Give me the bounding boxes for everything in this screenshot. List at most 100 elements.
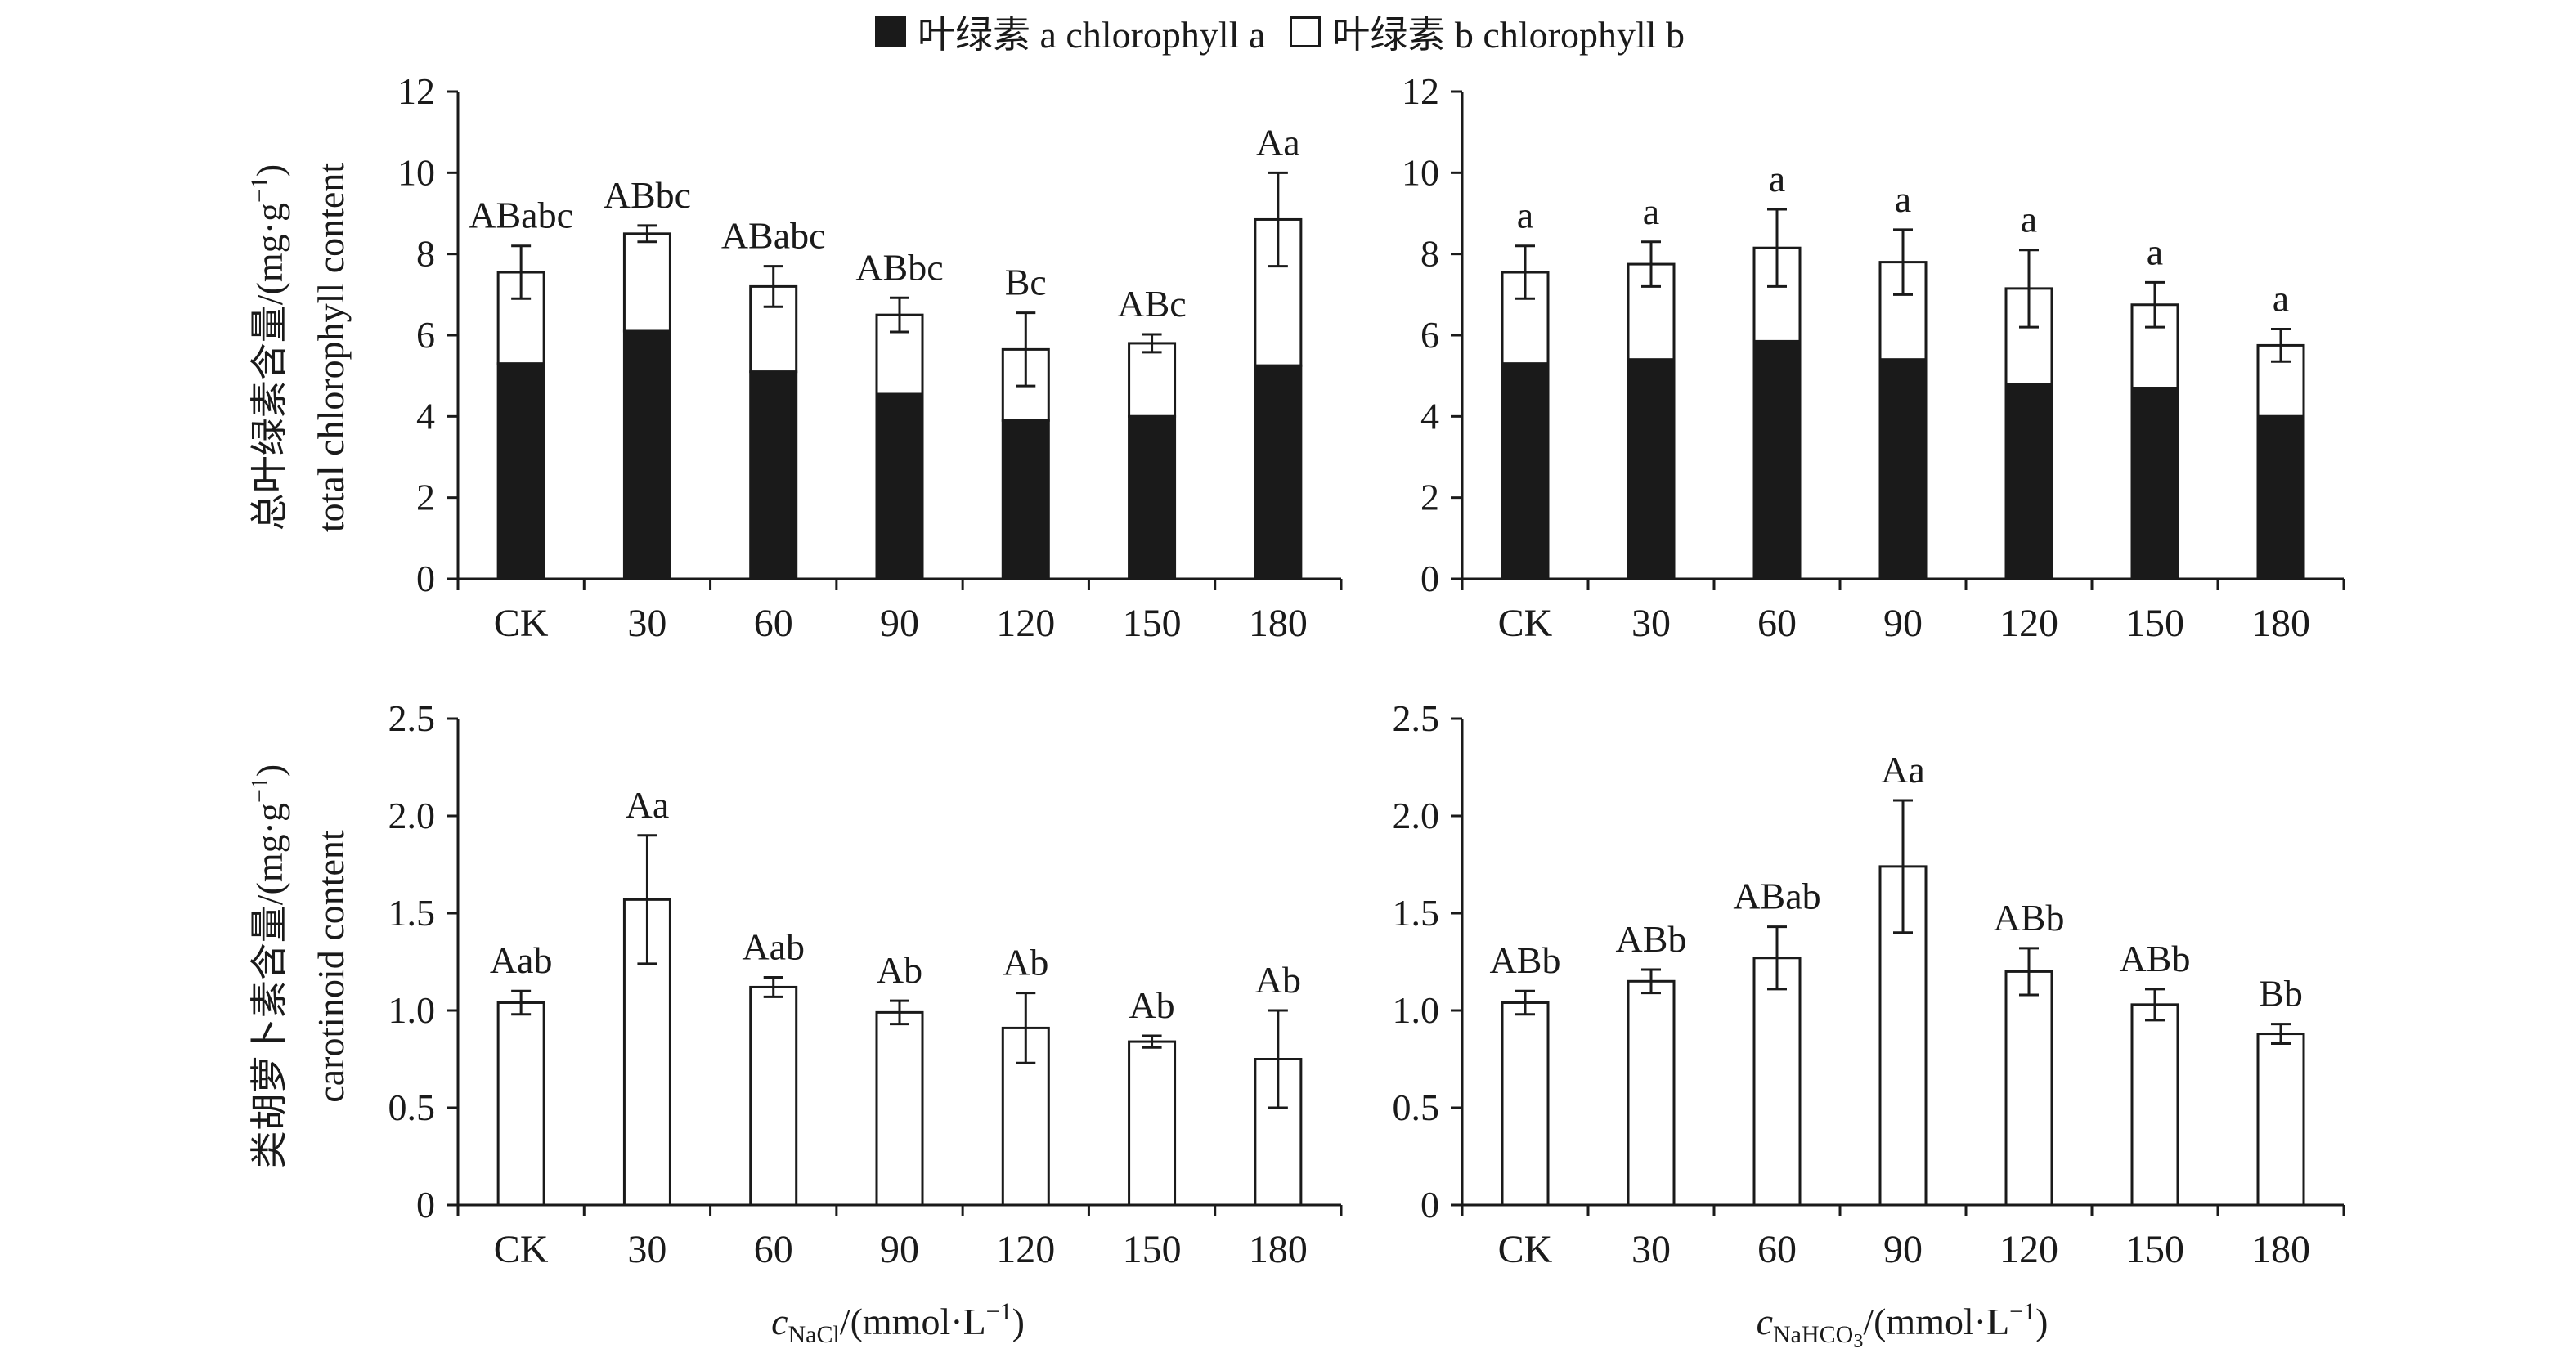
y-tick-label: 0 <box>416 558 435 599</box>
significance-label: a <box>2147 231 2163 272</box>
significance-label: a <box>1769 158 1785 199</box>
y-tick-label: 0 <box>416 1184 435 1225</box>
y-tick-label: 2 <box>1420 477 1439 518</box>
x-tick-label: 120 <box>996 602 1055 645</box>
significance-label: ABb <box>1994 897 2065 939</box>
bar-carotenoid <box>749 985 798 1207</box>
y-tick-label: 1.5 <box>1393 892 1440 934</box>
panel-nacl-chlorophyll: 0 2 4 6 8 10 12 CK ABabc 30 ABbc 60 ABabc 90 ABbc 120 Bc… <box>397 70 1343 645</box>
significance-label: ABb <box>2120 938 2191 979</box>
x-title-nacl-sub: NaCl <box>788 1321 839 1348</box>
bar-chlorophyll-a <box>1128 414 1177 580</box>
x-tick-label: 90 <box>880 1228 919 1271</box>
significance-label: a <box>1517 195 1533 236</box>
bar-chlorophyll-a <box>1627 358 1676 580</box>
y-tick-label: 0.5 <box>1393 1086 1440 1128</box>
bar-carotenoid <box>1752 957 1802 1207</box>
significance-label: ABbc <box>604 174 691 216</box>
x-tick-label: CK <box>1498 602 1553 645</box>
y-title-carotenoid-close: ) <box>249 764 290 777</box>
x-tick-label: 30 <box>627 1228 666 1271</box>
y-tick-label: 1.5 <box>388 892 436 934</box>
panel-nahco3-carotenoid: 0 0.5 1.0 1.5 2.0 2.5 CK ABb 30 ABb 60 ABab 90 Aa 120 A… <box>1393 697 2345 1271</box>
bar-carotenoid <box>1627 979 1676 1207</box>
significance-label: ABbc <box>855 246 943 288</box>
y-tick-label: 2.5 <box>1393 697 1440 739</box>
x-tick-label: 150 <box>2125 602 2184 645</box>
significance-label: Ab <box>1255 959 1301 1001</box>
y-tick-label: 8 <box>1420 233 1439 275</box>
x-title-nahco3-sub2: 3 <box>1853 1331 1863 1352</box>
y-title-carotenoid: 类胡萝卜素含量/(mg·g−1) <box>246 764 290 1168</box>
x-tick-label: 180 <box>1249 1228 1308 1271</box>
bar-chlorophyll-a <box>1752 339 1802 580</box>
x-tick-label: CK <box>494 1228 549 1271</box>
bar-chlorophyll-a <box>1254 364 1303 580</box>
bar-carotenoid <box>1501 1001 1550 1207</box>
y-tick-label: 6 <box>1420 314 1439 356</box>
legend: 叶绿素 a chlorophyll a 叶绿素 b chlorophyll b <box>875 5 1685 59</box>
x-tick-label: 180 <box>1249 602 1308 645</box>
x-tick-label: 90 <box>1883 1228 1923 1271</box>
y-tick-label: 8 <box>416 233 435 275</box>
y-tick-label: 1.0 <box>1393 989 1440 1031</box>
y-tick-label: 2.0 <box>388 795 436 836</box>
significance-label: a <box>2273 278 2289 320</box>
significance-label: Ab <box>1003 942 1048 983</box>
x-tick-label: 120 <box>1999 1228 2058 1271</box>
y-tick-label: 0.5 <box>388 1086 436 1128</box>
x-tick-label: 150 <box>1123 602 1182 645</box>
x-tick-label: 150 <box>2125 1228 2184 1271</box>
x-tick-label: 30 <box>1631 1228 1671 1271</box>
significance-label: a <box>2021 199 2037 240</box>
x-title-nacl-close: ) <box>1012 1301 1025 1342</box>
bar-carotenoid <box>2256 1033 2305 1207</box>
y-tick-label: 10 <box>1402 151 1439 193</box>
x-title-nacl: cNaCl/(mmol·L−1) <box>771 1298 1025 1348</box>
x-title-nahco3-var: c <box>1757 1301 1773 1342</box>
x-title-nacl-unit: /(mmol·L <box>840 1301 986 1342</box>
bar-chlorophyll-a <box>2256 414 2305 580</box>
significance-label: ABb <box>1490 939 1561 981</box>
x-title-nahco3-sub: NaHCO <box>1773 1321 1853 1348</box>
bar-chlorophyll-a <box>2130 387 2179 580</box>
y-tick-label: 12 <box>1402 70 1439 112</box>
x-tick-label: 60 <box>754 602 793 645</box>
legend-swatch-chlorophyll-a <box>875 16 906 47</box>
y-tick-label: 4 <box>416 395 435 437</box>
legend-label-chlorophyll-b: 叶绿素 b chlorophyll b <box>1332 14 1685 56</box>
x-title-nahco3-unit: /(mmol·L <box>1863 1301 2009 1342</box>
significance-label: Ab <box>1129 984 1174 1026</box>
y-title-carotenoid-en: carotinoid content <box>310 830 352 1103</box>
bar-chlorophyll-a <box>1501 362 1550 580</box>
significance-label: Aab <box>490 939 553 981</box>
x-tick-label: CK <box>1498 1228 1553 1271</box>
x-tick-label: 120 <box>996 1228 1055 1271</box>
panel-nacl-carotenoid: 0 0.5 1.0 1.5 2.0 2.5 CK Aab 30 Aa 60 Aab 90 Ab 120 Ab 1… <box>388 697 1343 1271</box>
panel-nahco3-chlorophyll: 0 2 4 6 8 10 12 CK a 30 a 60 a 90 a 120 a 150 a 180 a <box>1402 70 2345 645</box>
y-tick-label: 0 <box>1420 1184 1439 1225</box>
y-title-chlorophyll-en: total chlorophyll content <box>310 163 352 532</box>
y-tick-label: 0 <box>1420 558 1439 599</box>
bar-chlorophyll-a <box>1878 358 1928 580</box>
bar-chlorophyll-a <box>2004 383 2053 580</box>
significance-label: a <box>1643 190 1659 232</box>
y-tick-label: 1.0 <box>388 989 436 1031</box>
bar-chlorophyll-a <box>1001 419 1050 580</box>
x-tick-label: 60 <box>1757 602 1797 645</box>
bar-chlorophyll-a <box>622 329 671 580</box>
y-tick-label: 2.0 <box>1393 795 1440 836</box>
x-tick-label: 150 <box>1123 1228 1182 1271</box>
y-title-chlorophyll-sup: −1 <box>246 177 273 203</box>
x-tick-label: 180 <box>2251 1228 2310 1271</box>
y-tick-label: 12 <box>397 70 435 112</box>
y-tick-label: 6 <box>416 314 435 356</box>
y-title-chlorophyll: 总叶绿素含量/(mg·g−1) <box>246 164 290 531</box>
significance-label: ABb <box>1616 918 1687 960</box>
bar-chlorophyll-a <box>749 370 798 580</box>
bar-carotenoid <box>2004 970 2053 1207</box>
bar-carotenoid <box>496 1001 545 1207</box>
y-tick-label: 2.5 <box>388 697 436 739</box>
bar-chlorophyll-b <box>1128 342 1177 418</box>
